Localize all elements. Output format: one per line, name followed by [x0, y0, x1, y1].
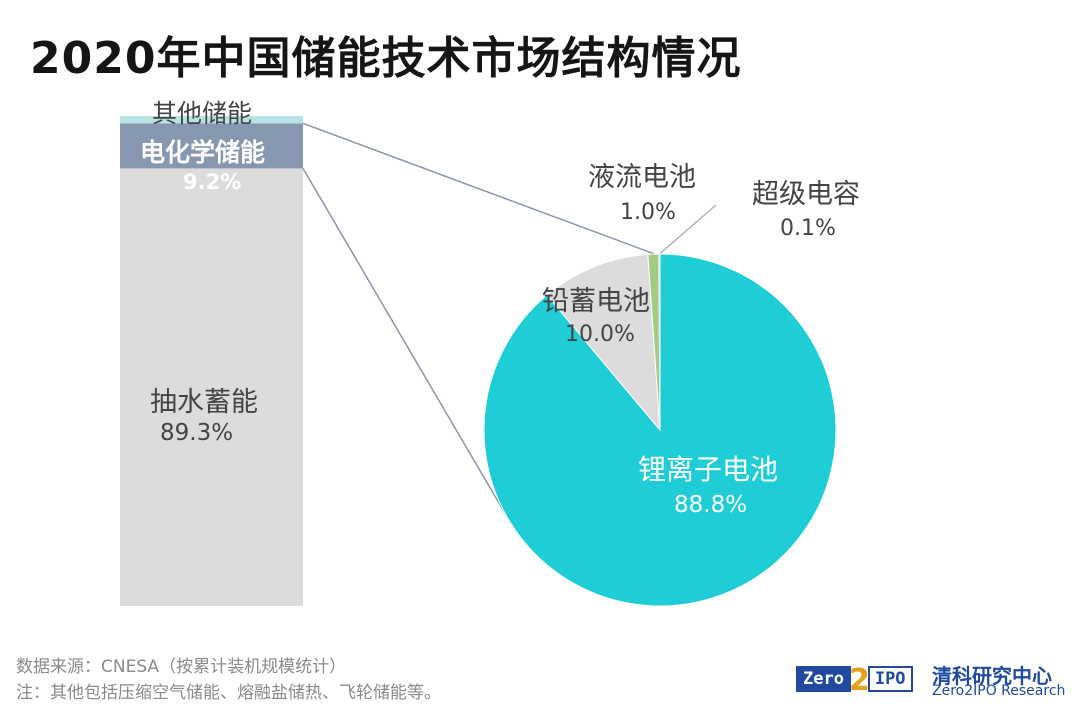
pie-label-flow-battery: 液流电池: [588, 162, 696, 193]
footnote: 注：其他包括压缩空气储能、熔融盐储热、飞轮储能等。: [16, 683, 441, 703]
bar-value-pumped-hydro: 89.3%: [160, 420, 234, 446]
bar-segment-2: [120, 116, 303, 124]
bar-value-electrochemical: 9.2%: [183, 170, 242, 194]
logo-two-text: 2: [848, 663, 870, 698]
bar-segment-1: [120, 123, 303, 169]
pie-value-lithium-ion: 88.8%: [674, 492, 748, 518]
pie-label-lead-acid: 铅蓄电池: [542, 286, 650, 317]
chart-title: 2020年中国储能技术市场结构情况: [30, 33, 742, 84]
logo-ipo-text: IPO: [867, 665, 913, 692]
brand-name-en: Zero2IPO Research: [932, 683, 1066, 699]
zero2ipo-logo: Zero 2 IPO: [796, 663, 913, 698]
bar-label-pumped-hydro: 抽水蓄能: [150, 387, 258, 418]
bar-label-other: 其他储能: [152, 99, 253, 128]
bar-label-electrochemical: 电化学储能: [140, 138, 266, 167]
pie-value-flow-battery: 1.0%: [620, 200, 676, 225]
stacked-bar: [120, 116, 303, 606]
logo-zero-text: Zero: [796, 665, 851, 692]
pie-slice-3: [658, 253, 661, 431]
pie-label-supercapacitor: 超级电容: [752, 179, 860, 210]
pie-slice-1: [546, 253, 661, 432]
pie-value-supercapacitor: 0.1%: [780, 216, 836, 241]
bar-segment-0: [120, 168, 303, 606]
source-note: 数据来源：CNESA（按累计装机规模统计）: [16, 657, 347, 677]
leader-line-supercapacitor: [659, 204, 717, 255]
connector-top: [302, 122, 655, 255]
connector-bottom: [302, 168, 506, 514]
connector-lines: [302, 122, 717, 514]
brand-name-cn: 清科研究中心: [932, 664, 1052, 688]
pie-chart: [483, 253, 837, 607]
pie-label-lithium-ion: 锂离子电池: [638, 453, 779, 486]
pie-value-lead-acid: 10.0%: [565, 322, 635, 347]
